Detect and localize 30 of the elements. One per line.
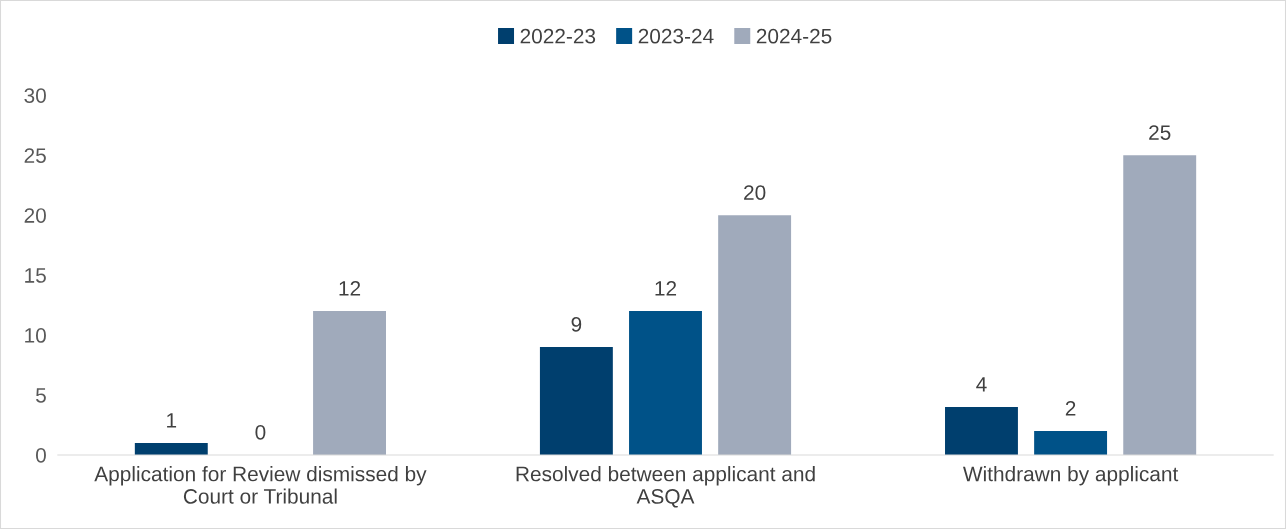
y-tick-label: 0 bbox=[35, 447, 46, 463]
x-tick-label: Withdrawn by applicant bbox=[963, 466, 1179, 486]
data-label: 25 bbox=[1149, 125, 1171, 140]
bar bbox=[313, 311, 386, 455]
data-label: 4 bbox=[976, 377, 987, 392]
bar bbox=[945, 406, 1018, 455]
x-tick-label: Application for Review dismissed by Court or Tribunal bbox=[94, 466, 427, 504]
data-label: 2 bbox=[1065, 400, 1076, 416]
y-tick-label: 15 bbox=[25, 268, 46, 283]
y-tick-label: 30 bbox=[24, 88, 46, 103]
bar bbox=[629, 311, 702, 455]
data-label: 20 bbox=[744, 185, 766, 200]
data-label: 1 bbox=[167, 413, 177, 428]
legend-label: 2024-25 bbox=[756, 28, 832, 44]
data-label: 12 bbox=[339, 281, 361, 296]
data-label: 9 bbox=[571, 317, 582, 332]
legend-label: 2023-24 bbox=[638, 28, 714, 44]
y-tick-label: 10 bbox=[25, 328, 46, 343]
bar bbox=[539, 347, 613, 455]
data-label: 12 bbox=[655, 281, 677, 296]
bar bbox=[718, 215, 792, 455]
y-tick-label: 25 bbox=[24, 148, 46, 163]
bar bbox=[1034, 430, 1108, 455]
y-tick-label: 20 bbox=[24, 208, 46, 223]
bar bbox=[134, 442, 208, 455]
y-tick-label: 5 bbox=[36, 388, 46, 403]
x-tick-label: Resolved between applicant and ASQA bbox=[516, 466, 815, 508]
data-label: 0 bbox=[255, 424, 266, 440]
bar bbox=[1123, 155, 1197, 455]
legend-label: 2022-23 bbox=[520, 28, 596, 44]
